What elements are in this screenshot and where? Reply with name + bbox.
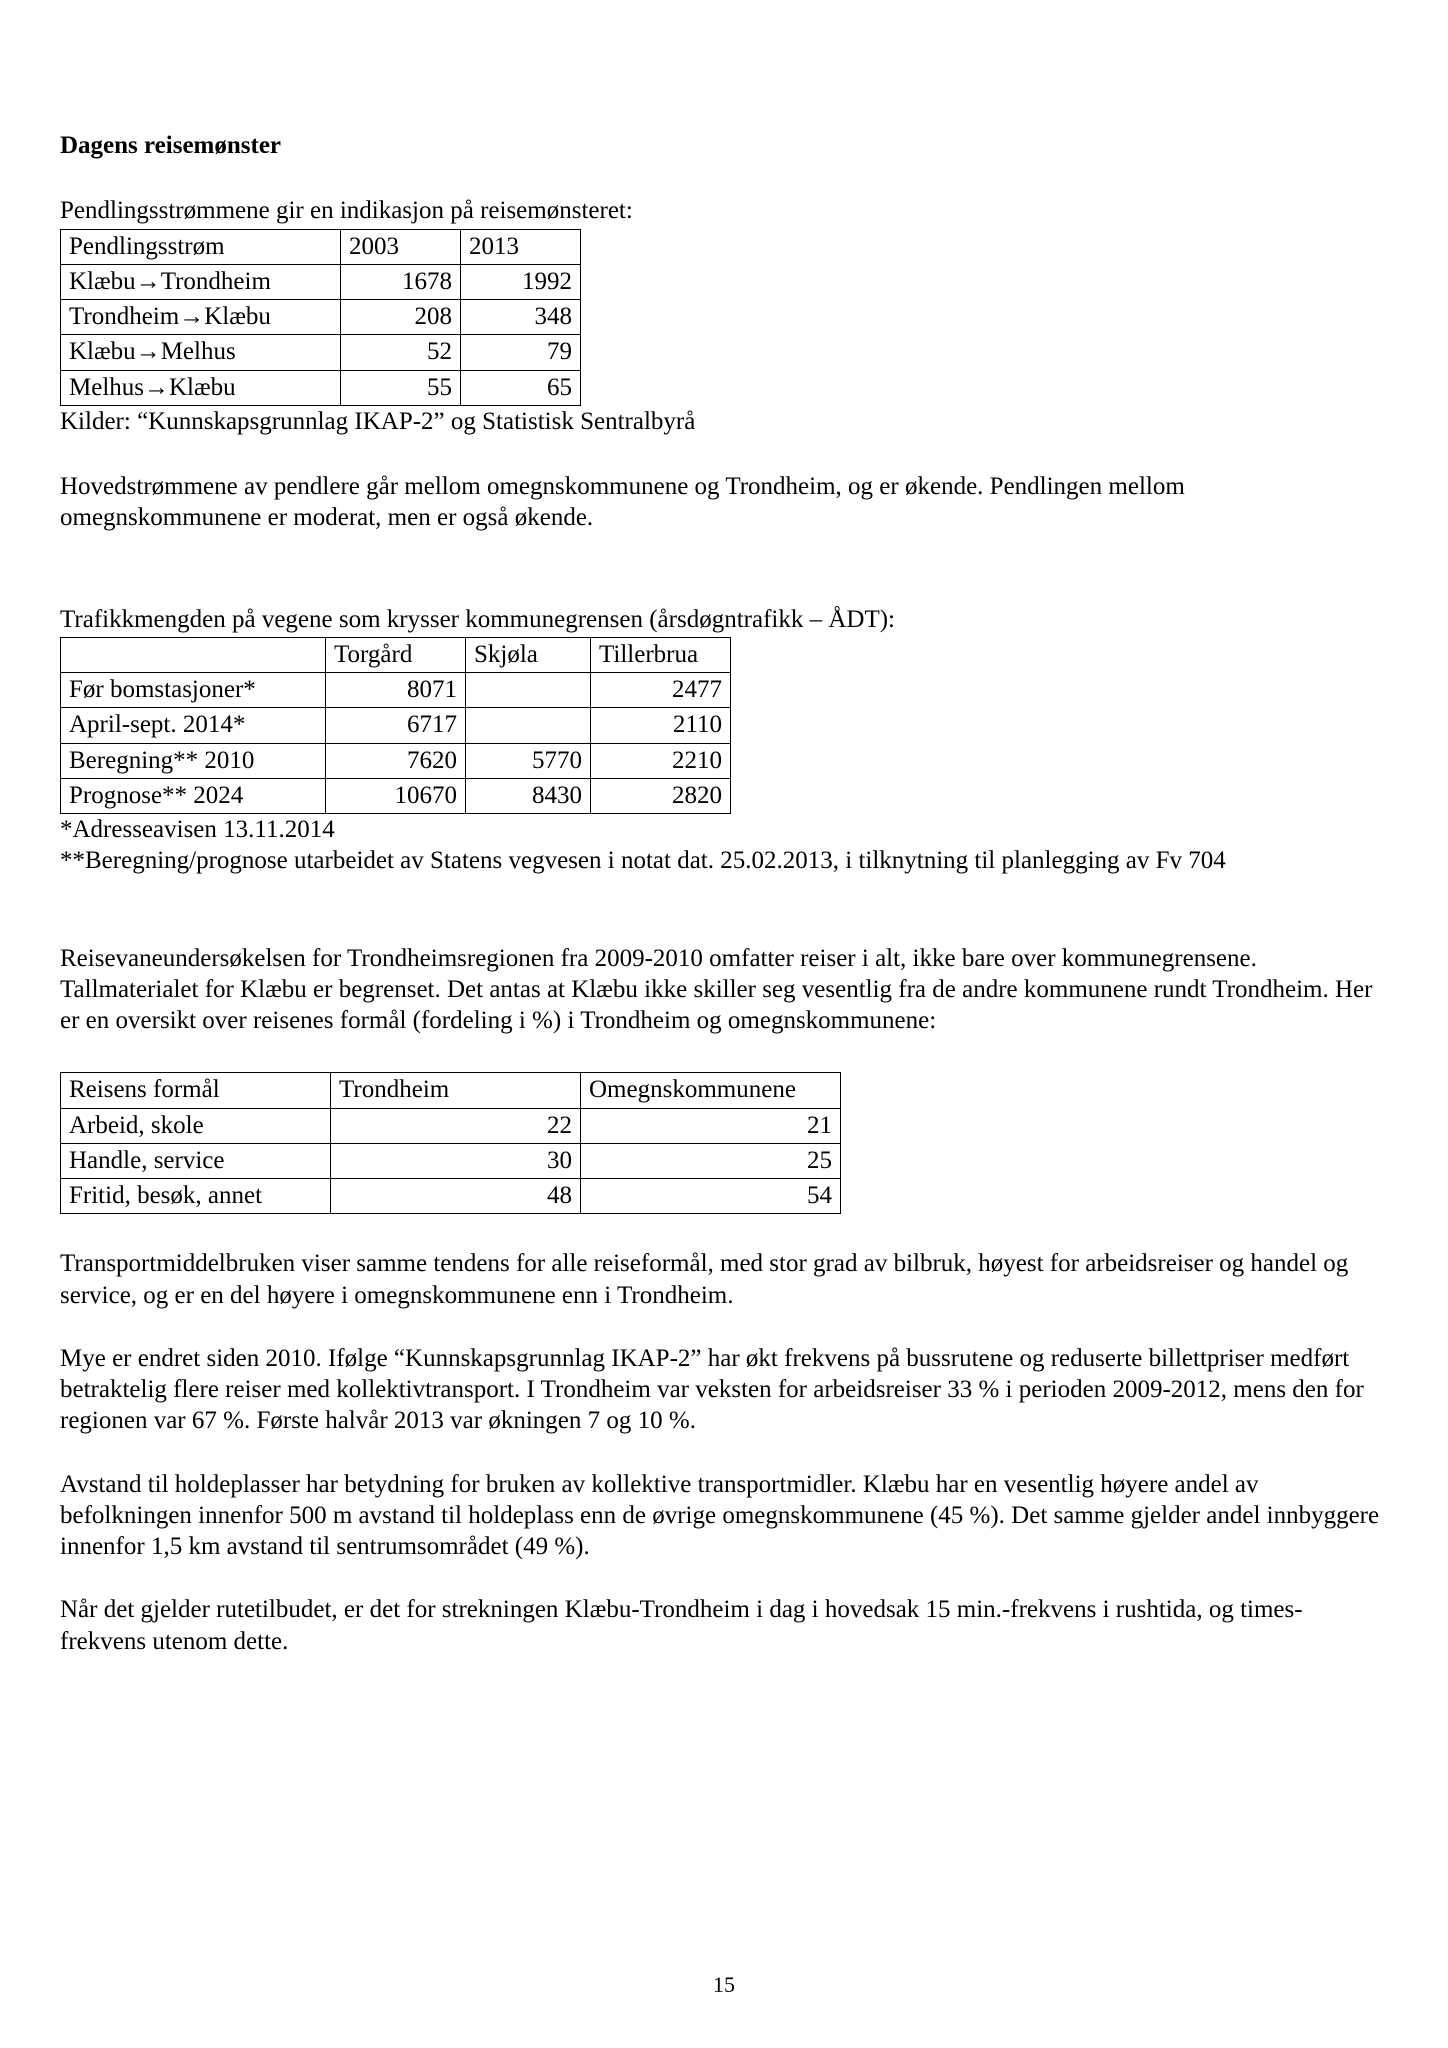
paragraph-6: Når det gjelder rutetilbudet, er det for… — [60, 1594, 1388, 1657]
table-row: Klæbu→Melhus5279 — [61, 335, 581, 370]
paragraph-4: Mye er endret siden 2010. Ifølge “Kunnsk… — [60, 1343, 1388, 1437]
sources-text-1: Kilder: “Kunnskapsgrunnlag IKAP-2” og St… — [60, 406, 1388, 437]
pendling-table: Pendlingsstrøm20032013Klæbu→Trondheim167… — [60, 229, 581, 406]
table-cell: 21 — [581, 1108, 841, 1143]
document-page: Dagens reisemønster Pendlingsstrømmene g… — [0, 0, 1448, 2048]
table-row: Arbeid, skole2221 — [61, 1108, 841, 1143]
table-row: Fritid, besøk, annet4854 — [61, 1179, 841, 1214]
table-cell — [466, 708, 591, 743]
table-row: Beregning** 2010762057702210 — [61, 743, 731, 778]
table-cell: 22 — [331, 1108, 581, 1143]
table-cell: 2477 — [591, 673, 731, 708]
table-header-cell: 2013 — [461, 229, 581, 264]
table-cell: 7620 — [326, 743, 466, 778]
table-row: Klæbu→Trondheim16781992 — [61, 264, 581, 299]
table-header-cell: Pendlingsstrøm — [61, 229, 341, 264]
table-row: Handle, service3025 — [61, 1143, 841, 1178]
trafikk-table: TorgårdSkjølaTillerbruaFør bomstasjoner*… — [60, 637, 731, 814]
table-cell: Klæbu→Melhus — [61, 335, 341, 370]
table-cell: 54 — [581, 1179, 841, 1214]
table-header-cell: Torgård — [326, 637, 466, 672]
table-header-cell — [61, 637, 326, 672]
table-header-cell: Tillerbrua — [591, 637, 731, 672]
table-cell: 10670 — [326, 778, 466, 813]
intro-text-1: Pendlingsstrømmene gir en indikasjon på … — [60, 195, 1388, 226]
table-cell: Beregning** 2010 — [61, 743, 326, 778]
table-cell: Trondheim→Klæbu — [61, 300, 341, 335]
intro-text-2: Trafikkmengden på vegene som krysser kom… — [60, 604, 1388, 635]
table-header-cell: 2003 — [341, 229, 461, 264]
table-cell: Før bomstasjoner* — [61, 673, 326, 708]
table-cell: 5770 — [466, 743, 591, 778]
table-header-cell: Omegnskommunene — [581, 1073, 841, 1108]
table-cell: 1678 — [341, 264, 461, 299]
table-cell — [466, 673, 591, 708]
paragraph-5: Avstand til holdeplasser har betydning f… — [60, 1469, 1388, 1563]
table-row: Før bomstasjoner*8071 2477 — [61, 673, 731, 708]
table-cell: 65 — [461, 370, 581, 405]
paragraph-1: Hovedstrømmene av pendlere går mellom om… — [60, 471, 1388, 534]
table-cell: Melhus→Klæbu — [61, 370, 341, 405]
table-header-cell: Trondheim — [331, 1073, 581, 1108]
table-cell: Handle, service — [61, 1143, 331, 1178]
paragraph-2: Reisevaneundersøkelsen for Trondheimsreg… — [60, 943, 1388, 1037]
table-cell: Klæbu→Trondheim — [61, 264, 341, 299]
table-cell: 8430 — [466, 778, 591, 813]
table-cell: Arbeid, skole — [61, 1108, 331, 1143]
table-header-cell: Skjøla — [466, 637, 591, 672]
footnote-2b: **Beregning/prognose utarbeidet av State… — [60, 845, 1388, 876]
table-row: Prognose** 20241067084302820 — [61, 778, 731, 813]
page-number: 15 — [0, 1972, 1448, 1998]
table-cell: 52 — [341, 335, 461, 370]
table-row: Melhus→Klæbu5565 — [61, 370, 581, 405]
footnote-2a: *Adresseavisen 13.11.2014 — [60, 814, 1388, 845]
table-cell: Fritid, besøk, annet — [61, 1179, 331, 1214]
table-cell: April-sept. 2014* — [61, 708, 326, 743]
table-row: Trondheim→Klæbu208348 — [61, 300, 581, 335]
table-cell: 2820 — [591, 778, 731, 813]
table-cell: 55 — [341, 370, 461, 405]
table-header-cell: Reisens formål — [61, 1073, 331, 1108]
table-cell: 2110 — [591, 708, 731, 743]
table-cell: 1992 — [461, 264, 581, 299]
table-row: April-sept. 2014*6717 2110 — [61, 708, 731, 743]
table-cell: 30 — [331, 1143, 581, 1178]
table-cell: Prognose** 2024 — [61, 778, 326, 813]
section-heading: Dagens reisemønster — [60, 130, 1388, 161]
table-cell: 48 — [331, 1179, 581, 1214]
table-cell: 6717 — [326, 708, 466, 743]
formaal-table: Reisens formålTrondheimOmegnskommuneneAr… — [60, 1072, 841, 1214]
table-cell: 2210 — [591, 743, 731, 778]
table-cell: 25 — [581, 1143, 841, 1178]
table-cell: 8071 — [326, 673, 466, 708]
paragraph-3: Transportmiddelbruken viser samme tenden… — [60, 1248, 1388, 1311]
table-cell: 79 — [461, 335, 581, 370]
table-cell: 208 — [341, 300, 461, 335]
table-cell: 348 — [461, 300, 581, 335]
